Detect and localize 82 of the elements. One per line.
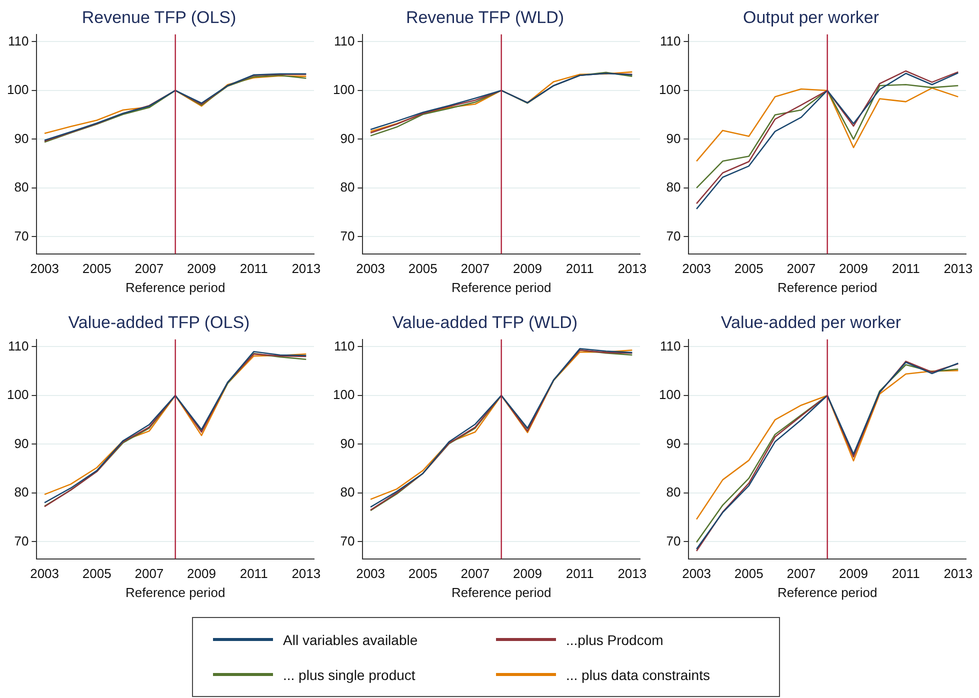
y-tick-label: 70 [666,228,681,244]
y-tick-label: 90 [666,130,681,146]
x-tick-label: 2009 [513,261,542,276]
y-tick-label: 110 [660,33,681,48]
x-tick-label: 2011 [892,261,920,276]
y-tick-label: 110 [334,33,355,48]
x-tick-label: 2009 [513,566,542,582]
y-tick-label: 90 [666,436,681,451]
y-tick-label: 110 [334,338,355,354]
x-tick-label: 2005 [734,261,764,276]
y-tick-label: 100 [332,387,355,402]
y-tick-label: 70 [340,228,355,244]
x-tick-label: 2007 [786,566,816,582]
y-tick-label: 110 [8,338,29,354]
x-tick-label: 2007 [460,566,490,582]
x-tick-label: 2003 [356,566,385,582]
x-tick-label: 2005 [82,566,112,582]
chart-title: Revenue TFP (WLD) [406,8,564,27]
legend-label: All variables available [283,632,418,648]
y-tick-label: 80 [14,180,29,195]
x-tick-label: 2013 [618,261,647,276]
chart-title: Output per worker [742,8,880,27]
y-tick-label: 110 [660,338,681,354]
y-tick-label: 100 [332,82,355,98]
y-tick-label: 110 [8,33,29,48]
x-tick-label: 2005 [408,261,438,276]
x-tick-label: 2007 [134,566,164,582]
x-tick-label: 2011 [892,566,920,582]
x-tick-label: 2013 [292,566,321,582]
y-tick-label: 90 [340,436,355,451]
x-tick-label: 2013 [618,566,647,582]
x-tick-label: 2005 [408,566,438,582]
y-tick-label: 80 [14,484,29,500]
x-tick-label: 2011 [240,566,268,582]
x-tick-label: 2013 [944,261,973,276]
x-tick-label: 2007 [460,261,490,276]
x-tick-label: 2005 [734,566,764,582]
y-tick-label: 80 [340,484,355,500]
x-axis-title: Reference period [451,280,552,295]
y-tick-label: 80 [666,484,681,500]
y-tick-label: 90 [340,130,355,146]
y-tick-label: 100 [6,82,29,98]
x-axis-title: Reference period [777,280,878,295]
y-tick-label: 100 [658,387,681,402]
x-tick-label: 2009 [839,566,868,582]
y-tick-label: 80 [340,180,355,195]
legend-label: ... plus single product [283,666,416,682]
x-tick-label: 2007 [786,261,816,276]
x-tick-label: 2009 [187,261,216,276]
x-axis-title: Reference period [125,280,226,295]
x-tick-label: 2013 [944,566,973,582]
x-axis-title: Reference period [451,584,552,600]
x-tick-label: 2011 [566,566,594,582]
x-tick-label: 2011 [566,261,594,276]
chart-title: Value-added per worker [720,312,902,332]
y-tick-label: 70 [666,533,681,548]
x-tick-label: 2003 [682,261,711,276]
x-axis-title: Reference period [777,584,878,600]
legend-label: ...plus Prodcom [566,632,664,648]
x-tick-label: 2003 [356,261,385,276]
chart-title: Revenue TFP (OLS) [82,8,236,27]
y-tick-label: 70 [340,533,355,548]
x-tick-label: 2003 [30,566,59,582]
chart-title: Value-added TFP (OLS) [68,312,250,332]
x-tick-label: 2003 [682,566,711,582]
y-tick-label: 70 [14,533,29,548]
chart-title: Value-added TFP (WLD) [392,312,578,332]
y-tick-label: 100 [658,82,681,98]
y-tick-label: 90 [14,436,29,451]
x-tick-label: 2009 [187,566,216,582]
y-tick-label: 90 [14,130,29,146]
x-tick-label: 2011 [240,261,268,276]
legend-label: ... plus data constraints [566,666,710,682]
y-tick-label: 100 [6,387,29,402]
x-tick-label: 2007 [134,261,164,276]
x-tick-label: 2003 [30,261,59,276]
x-tick-label: 2005 [82,261,112,276]
x-tick-label: 2013 [292,261,321,276]
y-tick-label: 80 [666,180,681,195]
y-tick-label: 70 [14,228,29,244]
x-axis-title: Reference period [125,584,226,600]
x-tick-label: 2009 [839,261,868,276]
